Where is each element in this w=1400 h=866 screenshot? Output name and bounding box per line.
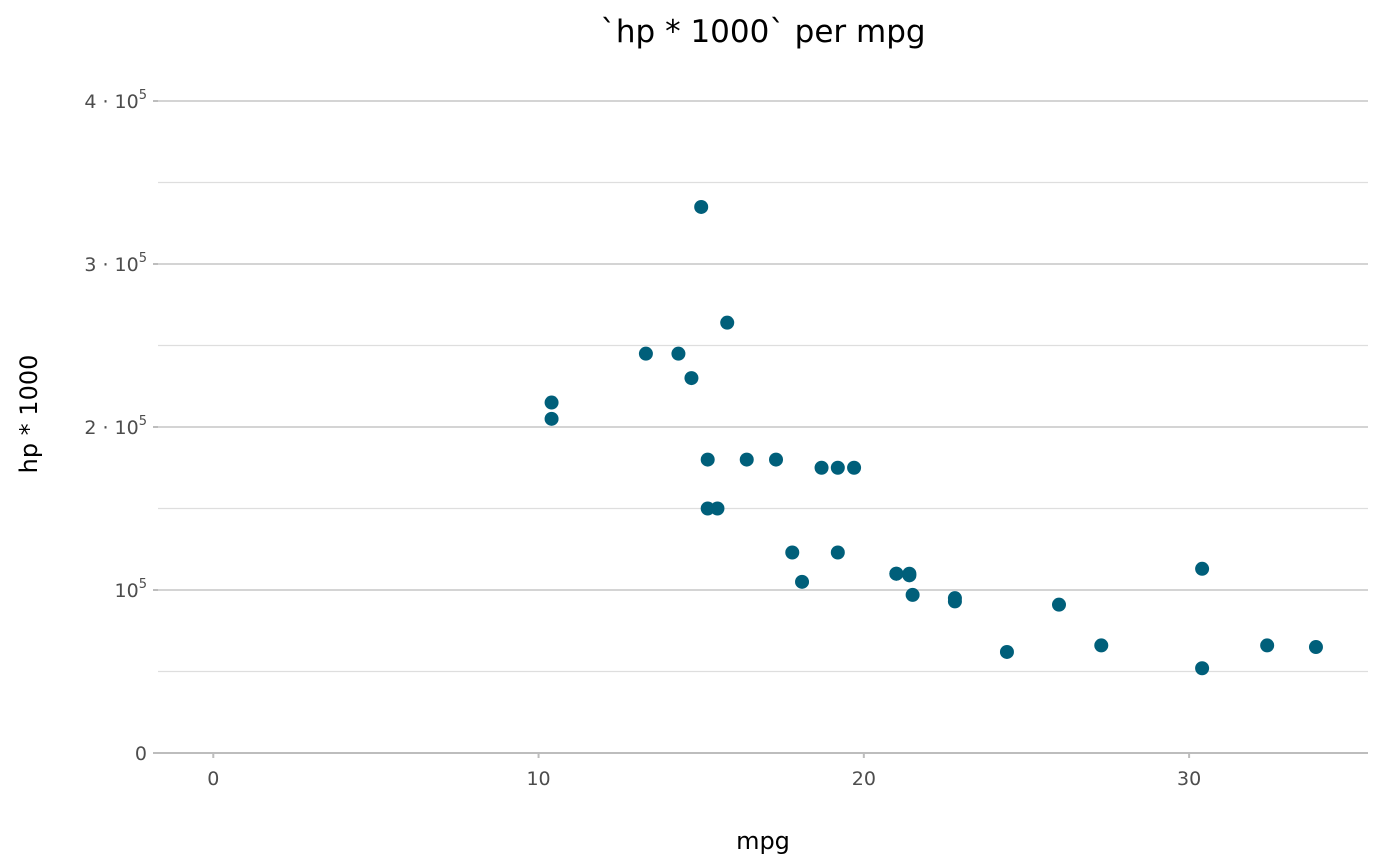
data-point bbox=[902, 568, 917, 583]
x-axis-ticks: 0 10 20 30 bbox=[207, 753, 1201, 790]
data-point bbox=[671, 346, 686, 361]
data-point bbox=[889, 566, 904, 581]
x-tick-label: 30 bbox=[1177, 768, 1201, 790]
data-point bbox=[905, 587, 920, 602]
data-point bbox=[544, 395, 559, 410]
data-point bbox=[947, 591, 962, 606]
data-point bbox=[830, 460, 845, 475]
data-point bbox=[999, 644, 1014, 659]
chart-title: `hp * 1000` per mpg bbox=[600, 14, 925, 50]
data-point bbox=[544, 411, 559, 426]
data-point bbox=[1260, 638, 1275, 653]
y-axis-ticks: 0 105 2 · 105 3 · 105 4 · 105 bbox=[84, 88, 158, 765]
data-point bbox=[795, 574, 810, 589]
y-axis-title: hp * 1000 bbox=[15, 355, 43, 474]
data-point bbox=[694, 199, 709, 214]
data-point bbox=[1195, 661, 1210, 676]
data-point bbox=[785, 545, 800, 560]
data-point bbox=[1195, 561, 1210, 576]
data-points bbox=[544, 199, 1323, 676]
data-point bbox=[638, 346, 653, 361]
data-point bbox=[700, 452, 715, 467]
y-tick-label: 3 · 105 bbox=[84, 251, 147, 276]
data-point bbox=[700, 501, 715, 516]
data-point bbox=[769, 452, 784, 467]
data-point bbox=[739, 452, 754, 467]
data-point bbox=[720, 315, 735, 330]
data-point bbox=[1051, 597, 1066, 612]
grid bbox=[158, 100, 1368, 754]
x-tick-label: 10 bbox=[526, 768, 550, 790]
x-tick-label: 0 bbox=[207, 768, 219, 790]
data-point bbox=[830, 545, 845, 560]
data-point bbox=[1094, 638, 1109, 653]
x-tick-label: 20 bbox=[852, 768, 876, 790]
data-point bbox=[684, 371, 699, 386]
y-tick-label: 4 · 105 bbox=[84, 88, 147, 113]
x-axis-title: mpg bbox=[736, 827, 790, 855]
y-tick-label: 2 · 105 bbox=[84, 414, 147, 439]
data-point bbox=[710, 501, 725, 516]
y-tick-label: 105 bbox=[115, 577, 147, 602]
y-tick-label: 0 bbox=[135, 743, 147, 765]
data-point bbox=[847, 460, 862, 475]
data-point bbox=[814, 460, 829, 475]
data-point bbox=[1308, 640, 1323, 655]
